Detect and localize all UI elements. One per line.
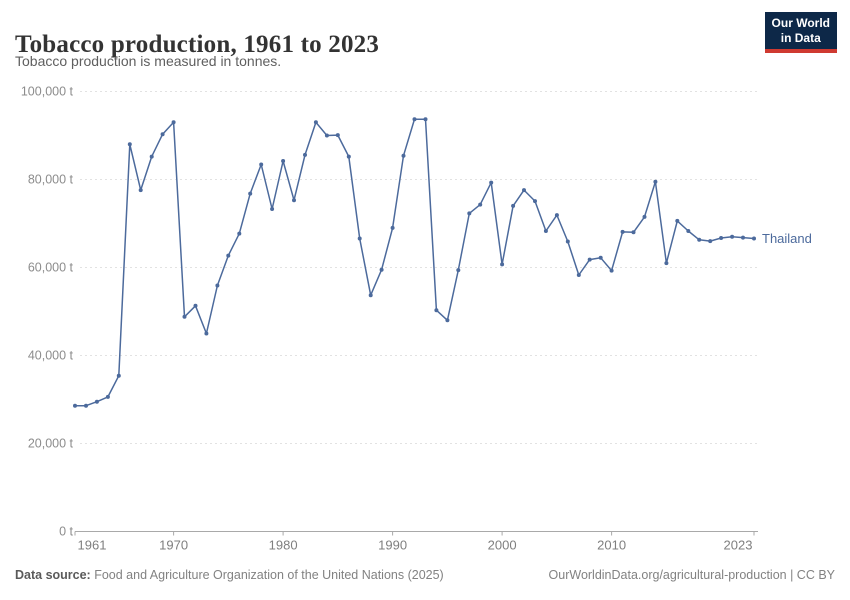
y-tick-label: 20,000 t	[28, 437, 74, 451]
data-point-marker[interactable]	[313, 120, 318, 125]
data-point-marker[interactable]	[226, 253, 231, 258]
data-point-marker[interactable]	[116, 373, 121, 378]
chart-canvas[interactable]: 0 t 20,000 t 40,000 t 60,000 t 80,000 t 100,0…	[0, 0, 850, 560]
data-point-marker[interactable]	[511, 203, 516, 208]
data-point-marker[interactable]	[193, 303, 198, 308]
data-point-marker[interactable]	[368, 293, 373, 298]
y-tick-label: 60,000 t	[28, 261, 74, 275]
data-point-marker[interactable]	[719, 236, 724, 240]
data-point-marker[interactable]	[204, 331, 209, 336]
data-point-marker[interactable]	[412, 117, 417, 122]
y-tick-label: 0 t	[59, 525, 73, 539]
attribution-link[interactable]: OurWorldinData.org/agricultural-producti…	[548, 568, 835, 582]
data-point-marker[interactable]	[346, 154, 351, 159]
data-point-marker[interactable]	[259, 162, 264, 167]
data-point-marker[interactable]	[587, 257, 592, 262]
data-point-marker[interactable]	[237, 231, 242, 236]
data-point-marker[interactable]	[697, 237, 702, 242]
data-point-marker[interactable]	[390, 225, 395, 230]
data-point-marker[interactable]	[686, 229, 691, 233]
data-point-marker[interactable]	[675, 218, 680, 223]
data-point-marker[interactable]	[554, 213, 559, 218]
data-point-marker[interactable]	[533, 199, 537, 204]
data-point-marker[interactable]	[149, 154, 154, 159]
x-tick-label: 1970	[159, 538, 188, 553]
y-tick-label: 40,000 t	[28, 349, 74, 363]
data-point-marker[interactable]	[357, 236, 362, 241]
data-point-marker[interactable]	[522, 188, 526, 193]
data-point-marker[interactable]	[730, 234, 735, 239]
data-point-marker[interactable]	[73, 403, 77, 408]
data-point-marker[interactable]	[127, 142, 132, 147]
data-point-marker[interactable]	[182, 314, 187, 319]
data-point-marker[interactable]	[631, 230, 636, 235]
x-tick-label: 1990	[378, 538, 407, 553]
data-point-marker[interactable]	[467, 211, 472, 216]
data-point-marker[interactable]	[379, 267, 384, 272]
data-point-marker[interactable]	[270, 207, 275, 211]
data-point-marker[interactable]	[478, 202, 483, 207]
data-point-marker[interactable]	[105, 394, 110, 399]
data-point-marker[interactable]	[565, 239, 570, 244]
data-point-marker[interactable]	[620, 229, 625, 234]
data-point-marker[interactable]	[489, 180, 494, 185]
data-point-marker[interactable]	[335, 133, 340, 138]
data-point-marker[interactable]	[215, 283, 220, 288]
data-point-marker[interactable]	[84, 403, 88, 408]
data-point-marker[interactable]	[423, 117, 428, 122]
y-tick-label: 80,000 t	[28, 173, 74, 187]
data-point-marker[interactable]	[576, 273, 581, 277]
data-point-marker[interactable]	[248, 191, 253, 196]
x-tick-label: 1980	[269, 538, 298, 553]
data-point-marker[interactable]	[324, 133, 329, 138]
owid-logo[interactable]: Our World in Data	[764, 12, 837, 53]
owid-logo-line1: Our World	[771, 16, 830, 30]
data-point-marker[interactable]	[281, 159, 286, 163]
data-point-marker[interactable]	[303, 152, 307, 157]
data-point-marker[interactable]	[500, 262, 505, 267]
data-point-marker[interactable]	[741, 235, 745, 240]
chart-subtitle: Tobacco production is measured in tonnes…	[15, 53, 282, 69]
data-point-marker[interactable]	[708, 239, 713, 244]
data-point-marker[interactable]	[401, 153, 406, 158]
data-source-note: Data source: Food and Agriculture Organi…	[15, 568, 444, 582]
data-point-marker[interactable]	[171, 120, 176, 125]
chart-title: Tobacco production, 1961 to 2023	[15, 30, 380, 58]
data-point-marker[interactable]	[752, 236, 756, 241]
data-point-marker[interactable]	[445, 318, 450, 323]
data-point-marker[interactable]	[434, 308, 439, 313]
owid-logo-line2: in Data	[780, 31, 821, 45]
data-point-marker[interactable]	[138, 188, 143, 193]
series-end-label[interactable]: Thailand	[762, 231, 812, 246]
y-tick-label: 100,000 t	[21, 85, 74, 99]
data-point-marker[interactable]	[642, 214, 647, 219]
data-point-marker[interactable]	[456, 268, 461, 273]
data-point-marker[interactable]	[543, 229, 548, 233]
x-tick-label: 1961	[78, 538, 107, 553]
data-point-marker[interactable]	[292, 198, 296, 203]
data-point-marker[interactable]	[598, 255, 603, 260]
x-tick-label: 2000	[488, 538, 517, 553]
chart-footer: Data source: Food and Agriculture Organi…	[15, 568, 835, 582]
thailand-series-line[interactable]	[74, 118, 755, 407]
data-point-marker[interactable]	[653, 179, 658, 184]
x-tick-label: 2010	[597, 538, 626, 553]
x-tick-label: 2023	[724, 538, 753, 553]
data-point-marker[interactable]	[160, 132, 165, 137]
data-source-text: Food and Agriculture Organization of the…	[90, 568, 444, 582]
data-point-marker[interactable]	[94, 399, 99, 404]
data-point-marker[interactable]	[609, 268, 614, 273]
data-source-label: Data source:	[15, 568, 91, 582]
data-point-marker[interactable]	[664, 261, 669, 266]
